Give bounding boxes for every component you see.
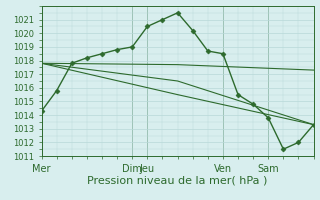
- X-axis label: Pression niveau de la mer( hPa ): Pression niveau de la mer( hPa ): [87, 175, 268, 185]
